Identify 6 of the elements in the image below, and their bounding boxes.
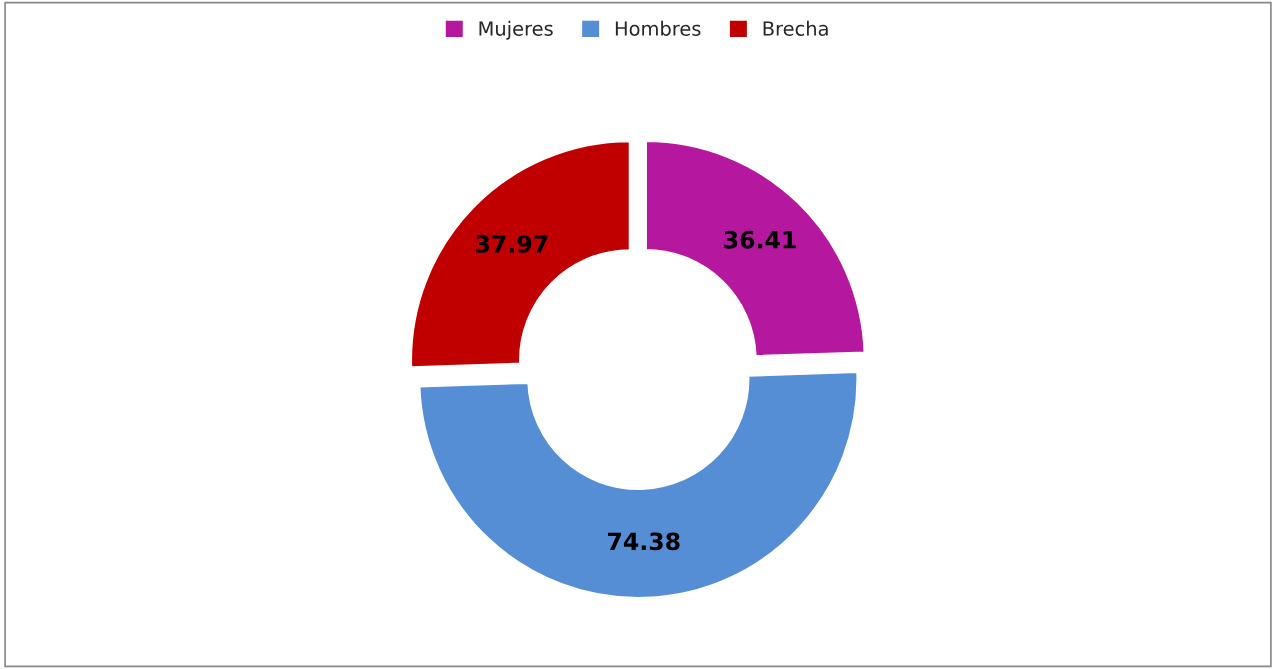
- data-label: 74.38: [608, 532, 680, 551]
- legend-label: Mujeres: [479, 20, 553, 40]
- legend-label: Brecha: [763, 20, 828, 36]
- legend-label: Hombres: [615, 20, 701, 36]
- data-label: 36.41: [724, 230, 796, 249]
- data-label: 37.97: [476, 234, 548, 253]
